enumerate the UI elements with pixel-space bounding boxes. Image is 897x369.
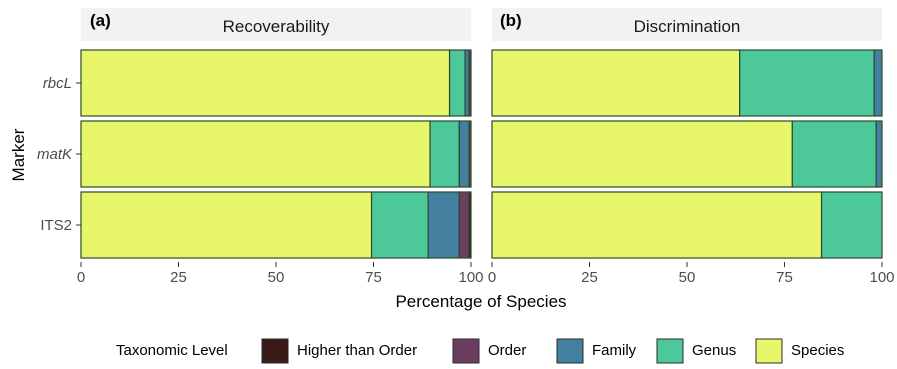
bar-segment-species-rbcl [491,49,741,117]
x-tick-label: 50 [268,269,285,286]
bar-segment-genus-rbcl [739,49,875,117]
x-ticks-group-b: 0 25 50 75 100 [488,262,895,286]
x-tick-label: 0 [488,269,496,286]
bar-segment-genus-matk [791,120,877,188]
bar-segment-order-rbcl [468,49,472,117]
x-tick-label: 100 [869,269,894,286]
bar-segment-family-its2 [427,191,460,259]
x-axis-title: Percentage of Species [395,292,566,311]
bar-segment-family-matk [875,120,883,188]
panel-tag-b: (b) [500,11,522,30]
legend-key-genus [656,338,684,364]
y-tick-label-matk: matK [37,146,73,163]
y-tick-label-rbcl: rbcL [43,75,72,92]
legend-key-order [452,338,480,364]
bars-group-a [80,49,472,259]
x-tick-label: 50 [679,269,696,286]
bar-segment-species-its2 [80,191,373,259]
bar-segment-species-its2 [491,191,823,259]
facet-title-b: Discrimination [634,17,741,36]
y-ticks-group: rbcL matK ITS2 [37,75,81,234]
x-tick-label: 0 [77,269,85,286]
legend-key-family [556,338,584,364]
bar-segment-genus-its2 [370,191,429,259]
bars-group-b [491,49,883,259]
bar-segment-family-matk [458,120,470,188]
y-tick-label-its2: ITS2 [40,217,72,234]
panel-tag-a: (a) [90,11,111,30]
x-ticks-group-a: 0 25 50 75 100 [77,262,484,286]
legend: Taxonomic Level Higher than Order Order Fa… [116,338,844,364]
legend-key-higher-than-order [261,338,289,364]
bar-segment-species-matk [491,120,793,188]
x-tick-label: 75 [365,269,382,286]
bar-segment-genus-matk [429,120,460,188]
legend-items: Higher than Order Order Family Genus Species [261,338,844,364]
panel-recoverability: Recoverability (a) 0 25 50 75 100 rbcL matK IT… [37,8,484,286]
legend-label-order: Order [488,342,526,359]
bar-segment-family-rbcl [873,49,883,117]
x-tick-label: 75 [776,269,793,286]
bar-segment-order-matk [468,120,472,188]
facet-title-a: Recoverability [223,17,330,36]
facet-strip-a [81,8,471,41]
x-tick-label: 25 [170,269,187,286]
bar-segment-species-matk [80,120,431,188]
facet-strip-b [492,8,882,41]
bar-segment-genus-its2 [820,191,883,259]
legend-label-family: Family [592,342,637,359]
y-axis-title: Marker [9,128,28,181]
legend-key-species [755,338,783,364]
legend-label-genus: Genus [692,342,736,359]
bar-segment-species-rbcl [80,49,451,117]
legend-label-higher-than-order: Higher than Order [297,342,417,359]
bar-segment-genus-rbcl [448,49,466,117]
bar-segment-order-its2 [458,191,470,259]
legend-title: Taxonomic Level [116,342,228,359]
x-tick-label: 100 [458,269,483,286]
legend-label-species: Species [791,342,844,359]
panel-discrimination: Discrimination (b) 0 25 50 75 100 [488,8,895,286]
bar-segment-higher-than-order-its2 [468,191,472,259]
x-tick-label: 25 [581,269,598,286]
